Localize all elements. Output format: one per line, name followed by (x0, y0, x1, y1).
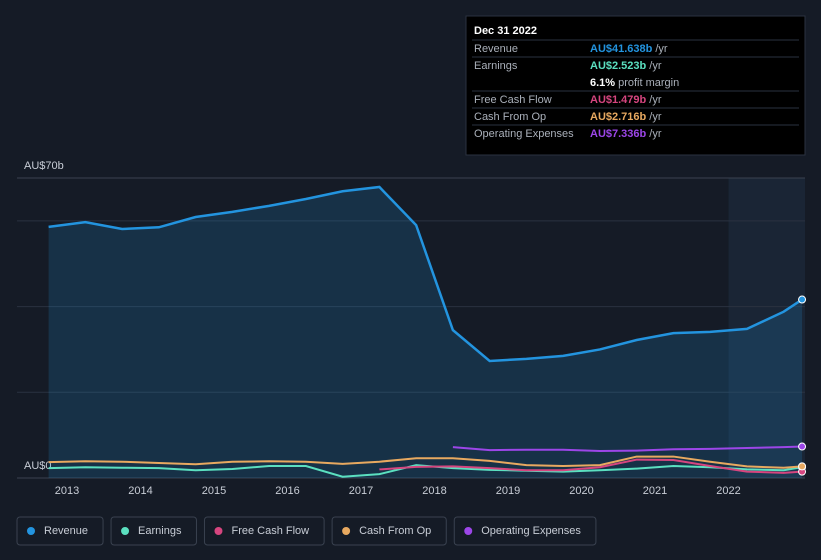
y-tick-label: AU$70b (24, 160, 64, 172)
legend-item[interactable]: Cash From Op (331, 516, 447, 546)
legend-dot (214, 527, 223, 535)
value: AU$41.638b (590, 43, 653, 55)
tooltip-label: Free Cash Flow (474, 94, 552, 106)
value: AU$2.716b (590, 111, 647, 123)
y-tick-label: AU$0 (24, 460, 52, 472)
tooltip-date: Dec 31 2022 (474, 25, 537, 37)
x-tick-label: 2021 (643, 485, 667, 497)
unit: /yr (649, 111, 662, 123)
legend-label: Revenue (44, 525, 88, 537)
unit: /yr (649, 60, 662, 72)
legend-dot (121, 527, 130, 535)
line (48, 455, 803, 469)
line (48, 185, 803, 363)
tooltip-label: Cash From Op (474, 111, 546, 123)
legend-dot (464, 527, 473, 535)
x-tick-label: 2013 (55, 485, 79, 497)
end-point (798, 462, 807, 471)
legend-dot (342, 527, 351, 535)
tooltip-label: Operating Expenses (474, 128, 574, 140)
value: AU$2.523b (590, 60, 647, 72)
legend-box (110, 516, 197, 546)
tooltip-label: Earnings (474, 60, 518, 72)
tooltip-extra: 6.1% profit margin (590, 77, 679, 89)
tooltip-value: AU$2.523b/yr (590, 60, 662, 72)
legend-box (203, 516, 325, 546)
tooltip-box (465, 15, 806, 156)
tooltip-value: AU$7.336b/yr (590, 128, 662, 140)
tooltip-value: AU$2.716b/yr (590, 111, 662, 123)
value: 6.1% (590, 77, 615, 89)
tooltip-label: Revenue (474, 43, 518, 55)
x-tick-label: 2016 (275, 485, 299, 497)
x-tick-label: 2019 (496, 485, 520, 497)
x-tick-label: 2022 (716, 485, 740, 497)
legend-box (331, 516, 447, 546)
x-tick-label: 2020 (569, 485, 593, 497)
unit: /yr (655, 43, 668, 55)
end-point (798, 442, 807, 451)
legend-item[interactable]: Earnings (110, 516, 197, 546)
tooltip-value: AU$1.479b/yr (590, 94, 662, 106)
value: AU$1.479b (590, 94, 647, 106)
tooltip-value: AU$41.638b/yr (590, 43, 668, 55)
legend-item[interactable]: Free Cash Flow (203, 516, 325, 546)
legend-label: Free Cash Flow (231, 525, 309, 537)
end-point (798, 295, 807, 304)
tooltip: Dec 31 2022 Revenue AU$41.638b/yr Earnings A… (465, 15, 806, 156)
line (452, 445, 803, 453)
x-tick-label: 2017 (349, 485, 373, 497)
legend-dot (27, 527, 35, 535)
x-tick-label: 2014 (128, 485, 152, 497)
legend-item[interactable]: Revenue (16, 516, 104, 546)
x-tick-label: 2018 (422, 485, 446, 497)
legend-box (453, 516, 597, 546)
value: AU$7.336b (590, 128, 647, 140)
legend-label: Cash From Op (359, 525, 431, 537)
legend-item[interactable]: Operating Expenses (453, 516, 597, 546)
area (48, 187, 803, 478)
unit: /yr (649, 128, 662, 140)
text: profit margin (618, 77, 679, 89)
legend-box (16, 516, 104, 546)
x-tick-label: 2015 (202, 485, 226, 497)
unit: /yr (649, 94, 662, 106)
legend-label: Operating Expenses (481, 525, 581, 537)
legend-label: Earnings (138, 525, 182, 537)
line (379, 458, 803, 474)
highlight-region (728, 178, 805, 478)
